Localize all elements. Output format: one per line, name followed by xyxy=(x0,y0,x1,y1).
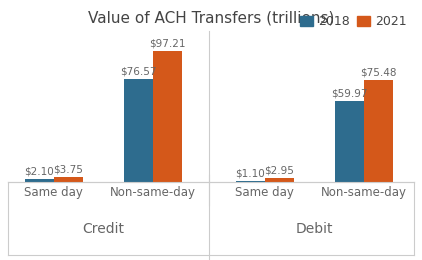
Legend: 2018, 2021: 2018, 2021 xyxy=(295,10,411,33)
Bar xyxy=(265,178,294,182)
Bar xyxy=(364,80,393,182)
Bar xyxy=(153,51,182,182)
Text: $59.97: $59.97 xyxy=(331,89,368,99)
Text: $76.57: $76.57 xyxy=(120,67,157,76)
Text: $97.21: $97.21 xyxy=(149,39,186,49)
Text: $2.95: $2.95 xyxy=(264,166,294,176)
Title: Value of ACH Transfers (trillions): Value of ACH Transfers (trillions) xyxy=(88,11,334,26)
Text: $2.10: $2.10 xyxy=(24,167,54,177)
Text: $75.48: $75.48 xyxy=(360,68,397,78)
Bar xyxy=(124,79,153,182)
Bar xyxy=(54,177,83,182)
Bar xyxy=(25,179,54,182)
Text: Credit: Credit xyxy=(83,222,124,236)
Bar xyxy=(236,180,265,182)
Text: $1.10: $1.10 xyxy=(235,168,265,178)
Text: Debit: Debit xyxy=(295,222,333,236)
Text: $3.75: $3.75 xyxy=(54,165,83,174)
Bar xyxy=(335,101,364,182)
